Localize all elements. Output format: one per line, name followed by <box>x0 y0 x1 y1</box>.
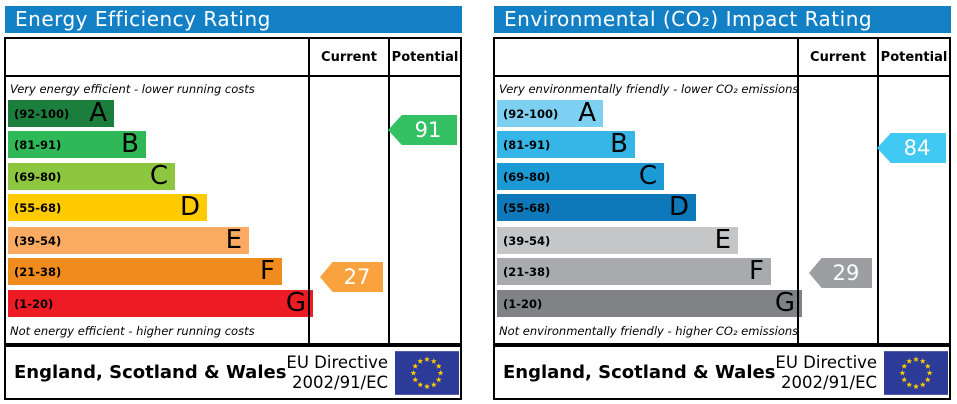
rating-band-b: (81-91) B <box>8 131 146 158</box>
band-letter: B <box>121 129 139 159</box>
current-rating-column: 27 <box>308 77 388 343</box>
panel-title: Environmental (CO₂) Impact Rating <box>504 7 873 31</box>
rating-band-g: (1-20) G <box>497 290 802 317</box>
panel-title-bar: Energy Efficiency Rating <box>5 6 462 33</box>
band-range-label: (1-20) <box>14 296 54 311</box>
current-rating-arrow: 29 <box>809 258 872 288</box>
scale-note-top: Very energy efficient - lower running co… <box>10 82 255 96</box>
current-rating-value: 27 <box>343 265 371 289</box>
band-scale-column: Very energy efficient - lower running co… <box>6 77 313 343</box>
table-header-row: Current Potential <box>6 39 460 77</box>
potential-rating-column: 91 <box>388 77 460 343</box>
table-body: Very environmentally friendly - lower CO… <box>495 77 949 343</box>
rating-band-c: (69-80) C <box>497 163 664 190</box>
band-letter: B <box>610 129 628 159</box>
rating-band-e: (39-54) E <box>497 227 738 254</box>
column-header-potential: Potential <box>388 39 460 75</box>
band-letter: C <box>149 161 168 191</box>
table-body: Very energy efficient - lower running co… <box>6 77 460 343</box>
rating-band-d: (55-68) D <box>8 194 207 221</box>
region-label: England, Scotland & Wales <box>14 362 287 383</box>
potential-rating-column: 84 <box>877 77 949 343</box>
band-range-label: (39-54) <box>503 233 551 248</box>
rating-band-a: (92-100) A <box>8 100 114 127</box>
potential-rating-arrow: 84 <box>877 133 946 163</box>
eu-directive-line2: 2002/91/EC <box>292 372 389 392</box>
band-letter: A <box>578 98 596 128</box>
band-range-label: (81-91) <box>14 137 62 152</box>
column-header-potential: Potential <box>877 39 949 75</box>
eu-directive-line1: EU Directive <box>775 352 878 372</box>
energy-efficiency-panel: Energy Efficiency Rating Current Potenti… <box>0 0 467 404</box>
header-spacer <box>6 39 308 75</box>
band-range-label: (69-80) <box>14 169 62 184</box>
band-range-label: (92-100) <box>503 106 559 121</box>
band-range-label: (69-80) <box>503 169 551 184</box>
band-letter: A <box>89 98 107 128</box>
rating-band-f: (21-38) F <box>8 258 282 285</box>
band-range-label: (81-91) <box>503 137 551 152</box>
rating-table: Current Potential Very environmentally f… <box>493 37 951 345</box>
band-letter: C <box>638 161 657 191</box>
rating-band-a: (92-100) A <box>497 100 603 127</box>
eu-stars-icon <box>884 350 949 395</box>
eu-stars-icon <box>395 350 460 395</box>
eu-flag-icon <box>884 350 949 395</box>
panel-title-bar: Environmental (CO₂) Impact Rating <box>494 6 951 33</box>
band-range-label: (92-100) <box>14 106 70 121</box>
rating-band-d: (55-68) D <box>497 194 696 221</box>
band-range-label: (1-20) <box>503 296 543 311</box>
band-letter: E <box>714 225 731 255</box>
eu-flag-icon <box>395 350 460 395</box>
scale-note-bottom: Not energy efficient - higher running co… <box>10 324 255 338</box>
band-range-label: (55-68) <box>503 200 551 215</box>
band-letter: F <box>749 256 764 286</box>
eu-directive-line2: 2002/91/EC <box>781 372 878 392</box>
band-range-label: (39-54) <box>14 233 62 248</box>
footer-bar: England, Scotland & Wales EU Directive 2… <box>4 345 462 400</box>
band-letter: D <box>668 192 689 222</box>
band-range-label: (21-38) <box>14 264 62 279</box>
rating-table: Current Potential Very energy efficient … <box>4 37 462 345</box>
environmental-impact-panel: Environmental (CO₂) Impact Rating Curren… <box>489 0 956 404</box>
column-header-current: Current <box>797 39 877 75</box>
band-range-label: (55-68) <box>14 200 62 215</box>
rating-band-f: (21-38) F <box>497 258 771 285</box>
band-letter: D <box>179 192 200 222</box>
band-letter: G <box>774 288 795 318</box>
eu-directive-label: EU Directive 2002/91/EC <box>775 353 884 393</box>
rating-band-e: (39-54) E <box>8 227 249 254</box>
column-header-current: Current <box>308 39 388 75</box>
region-label: England, Scotland & Wales <box>503 362 776 383</box>
band-range-label: (21-38) <box>503 264 551 279</box>
footer-bar: England, Scotland & Wales EU Directive 2… <box>493 345 951 400</box>
panel-title: Energy Efficiency Rating <box>15 7 271 31</box>
rating-band-g: (1-20) G <box>8 290 313 317</box>
header-spacer <box>495 39 797 75</box>
band-letter: G <box>285 288 306 318</box>
band-letter: E <box>225 225 242 255</box>
potential-rating-value: 91 <box>414 118 442 142</box>
band-letter: F <box>260 256 275 286</box>
current-rating-value: 29 <box>832 261 860 285</box>
scale-note-top: Very environmentally friendly - lower CO… <box>499 82 799 96</box>
rating-band-c: (69-80) C <box>8 163 175 190</box>
rating-band-b: (81-91) B <box>497 131 635 158</box>
band-scale-column: Very environmentally friendly - lower CO… <box>495 77 802 343</box>
current-rating-arrow: 27 <box>320 262 383 292</box>
eu-directive-line1: EU Directive <box>286 352 389 372</box>
current-rating-column: 29 <box>797 77 877 343</box>
potential-rating-value: 84 <box>903 136 931 160</box>
table-header-row: Current Potential <box>495 39 949 77</box>
eu-directive-label: EU Directive 2002/91/EC <box>286 353 395 393</box>
potential-rating-arrow: 91 <box>388 115 457 145</box>
scale-note-bottom: Not environmentally friendly - higher CO… <box>499 324 799 338</box>
